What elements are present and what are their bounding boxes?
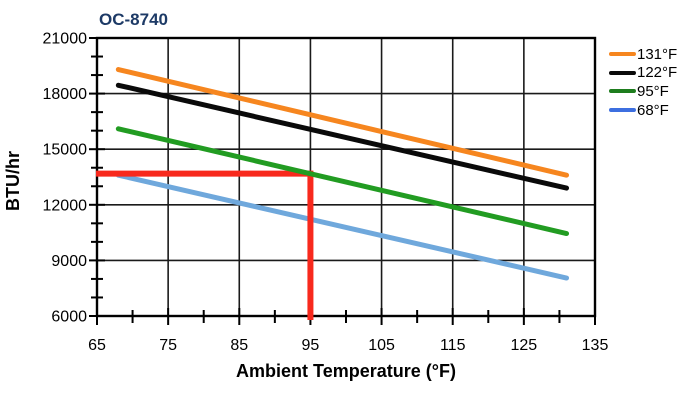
legend: 131°F 122°F 95°F 68°F (609, 45, 677, 119)
legend-swatch (609, 89, 636, 94)
legend-item-122F: 122°F (609, 64, 677, 83)
legend-item-68F: 68°F (609, 101, 677, 120)
legend-label: 131°F (637, 45, 678, 63)
x-tick-label-125: 125 (511, 337, 538, 354)
y-tick-label-15000: 15000 (43, 142, 88, 159)
legend-item-131F: 131°F (609, 45, 677, 64)
y-tick-label-6000: 6000 (51, 309, 87, 326)
axis-tick-labels: 65 75 85 95 105 115 125 135 6000 9000 12000 15000 18… (43, 31, 609, 355)
legend-label: 122°F (637, 64, 678, 82)
x-tick-label-115: 115 (440, 337, 466, 354)
x-tick-label-75: 75 (159, 337, 177, 354)
series-line-122F (115, 82, 570, 191)
series-line-131F (115, 67, 570, 178)
x-axis-title: Ambient Temperature (°F) (236, 361, 456, 381)
legend-label: 68°F (637, 101, 669, 119)
y-tick-label-9000: 9000 (51, 253, 87, 270)
x-tick-label-135: 135 (582, 337, 609, 354)
legend-swatch (609, 70, 636, 75)
y-tick-label-21000: 21000 (43, 31, 88, 48)
y-axis-title: BTU/hr (3, 151, 23, 211)
x-tick-label-105: 105 (368, 337, 395, 354)
data-series-lines (96, 67, 570, 320)
y-tick-label-18000: 18000 (43, 86, 88, 103)
legend-swatch (609, 108, 636, 113)
series-line-95F (115, 126, 570, 237)
x-tick-label-65: 65 (88, 337, 106, 354)
x-tick-label-85: 85 (230, 337, 248, 354)
x-tick-label-95: 95 (302, 337, 320, 354)
y-tick-label-12000: 12000 (43, 197, 88, 214)
legend-item-95F: 95°F (609, 82, 677, 101)
legend-label: 95°F (637, 82, 669, 100)
series-line-68F (115, 172, 570, 281)
chart-title: OC-8740 (99, 10, 168, 29)
legend-swatch (609, 52, 636, 57)
